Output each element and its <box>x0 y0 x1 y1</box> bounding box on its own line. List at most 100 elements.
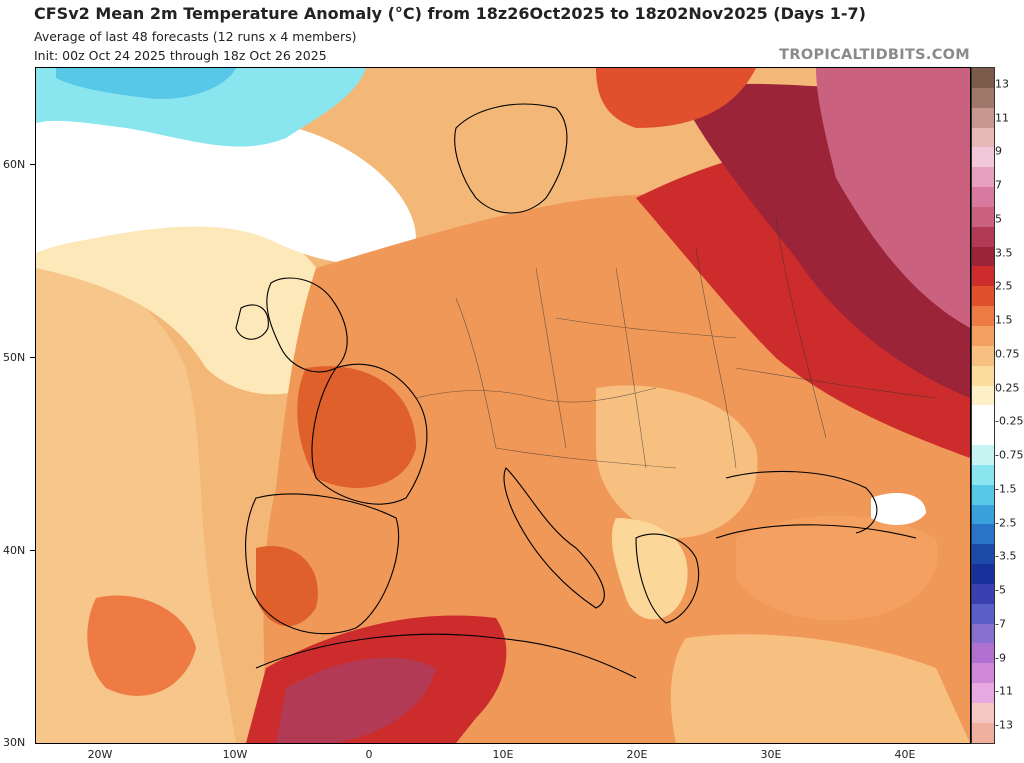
lat-label-40n: 40N <box>3 544 26 557</box>
colorbar <box>971 67 995 744</box>
warm-atlantic-blob <box>87 595 196 696</box>
colorbar-segment <box>972 167 994 188</box>
north-africa-coast <box>255 633 637 679</box>
colorbar-label: -7 <box>995 617 1006 631</box>
chart-subtitle-init: Init: 00z Oct 24 2025 through 18z Oct 26… <box>34 48 327 63</box>
lat-label-50n: 50N <box>3 351 26 364</box>
neutral-anomaly-region <box>36 87 416 265</box>
scandinavia-warm-area <box>596 68 756 128</box>
lat-tick <box>30 550 35 551</box>
italy-outline <box>503 467 605 609</box>
colorbar-label: 9 <box>995 144 1002 158</box>
colorbar-segment <box>972 663 994 684</box>
colorbar-label: -3.5 <box>995 549 1017 563</box>
atlantic-warm-band <box>36 238 236 743</box>
colorbar-segment <box>972 147 994 168</box>
colorbar-segment <box>972 524 994 545</box>
colorbar-segment <box>972 206 994 227</box>
colorbar-label: -5 <box>995 583 1006 597</box>
colorbar-label: -0.75 <box>995 448 1024 462</box>
colorbar-segment <box>972 504 994 525</box>
colorbar-segment <box>972 544 994 565</box>
colorbar-segment <box>972 623 994 644</box>
cold-anomaly-core <box>56 68 236 99</box>
colorbar-segment <box>972 425 994 446</box>
colorbar-label: -9 <box>995 651 1006 665</box>
lat-tick <box>30 357 35 358</box>
france-warm-area <box>297 366 416 488</box>
chart-title: CFSv2 Mean 2m Temperature Anomaly (°C) f… <box>34 4 866 23</box>
colorbar-segment <box>972 68 994 88</box>
colorbar-segment <box>972 464 994 485</box>
black-sea-south-coast <box>715 524 917 539</box>
colorbar-label: 2.5 <box>995 279 1013 293</box>
scandinavia-outline <box>454 103 568 214</box>
colorbar-label: -11 <box>995 684 1013 698</box>
lon-label-40e: 40E <box>894 748 916 761</box>
colorbar-segment <box>972 385 994 406</box>
colorbar-segment <box>972 583 994 604</box>
iberia-outline <box>245 493 400 635</box>
colorbar-segment <box>972 643 994 664</box>
lat-tick <box>30 164 35 165</box>
colorbar-label: 11 <box>995 111 1009 125</box>
colorbar-segment <box>972 365 994 386</box>
atlantic-pale-band <box>36 188 344 395</box>
lon-label-0: 0 <box>365 748 373 761</box>
colorbar-label: 7 <box>995 178 1002 192</box>
balkan-mild-area <box>596 385 758 538</box>
colorbar-segment <box>972 286 994 307</box>
chart-subtitle-forecasts: Average of last 48 forecasts (12 runs x … <box>34 29 357 44</box>
colorbar-segment <box>972 345 994 366</box>
lon-label-20e: 20E <box>626 748 648 761</box>
strong-warm-anomaly-sahara <box>276 657 436 743</box>
colorbar-label: 5 <box>995 212 1002 226</box>
colorbar-segment <box>972 226 994 247</box>
anatolia-warm-area <box>736 515 938 621</box>
colorbar-label: 1.5 <box>995 313 1013 327</box>
lon-label-10e: 10E <box>492 748 514 761</box>
lat-label-60n: 60N <box>3 158 26 171</box>
coastlines <box>235 103 917 679</box>
colorbar-label: 0.25 <box>995 381 1020 395</box>
colorbar-segment <box>972 246 994 267</box>
colorbar-segment <box>972 722 994 743</box>
colorbar-label: -0.25 <box>995 414 1024 428</box>
colorbar-segment <box>972 127 994 148</box>
colorbar-label: 0.75 <box>995 347 1020 361</box>
france-outline <box>311 363 428 505</box>
colorbar-segment <box>972 266 994 287</box>
brand-watermark: TROPICALTIDBITS.COM <box>779 47 970 63</box>
colorbar-segment <box>972 325 994 346</box>
iberia-warm-area <box>256 546 318 627</box>
map-canvas <box>36 68 970 743</box>
colorbar-segment <box>972 683 994 703</box>
middle-east-mild-area <box>670 634 970 743</box>
colorbar-segment <box>972 405 994 426</box>
colorbar-segment <box>972 107 994 128</box>
colorbar-label: -13 <box>995 718 1013 732</box>
lon-label-30e: 30E <box>760 748 782 761</box>
cool-spot-caucasus <box>871 493 926 525</box>
country-borders <box>415 217 937 469</box>
greece-outline <box>635 533 700 624</box>
colorbar-segment <box>972 187 994 207</box>
colorbar-label: -1.5 <box>995 482 1017 496</box>
colorbar-label: 13 <box>995 77 1009 91</box>
colorbar-segment <box>972 564 994 584</box>
anomaly-map <box>35 67 971 744</box>
lat-label-30n: 30N <box>3 736 26 749</box>
ireland-outline <box>235 304 269 340</box>
colorbar-segment <box>972 306 994 326</box>
colorbar-label: -2.5 <box>995 516 1017 530</box>
colorbar-segment <box>972 484 994 505</box>
extreme-warm-anomaly-northeast <box>816 68 970 328</box>
colorbar-segment <box>972 87 994 108</box>
colorbar-label: 3.5 <box>995 246 1013 260</box>
lon-label-10w: 10W <box>222 748 248 761</box>
black-sea-north-coast <box>725 470 878 534</box>
colorbar-segment <box>972 703 994 723</box>
lon-label-20w: 20W <box>87 748 113 761</box>
mediterranean-mild-area <box>611 518 688 620</box>
colorbar-segment <box>972 603 994 624</box>
